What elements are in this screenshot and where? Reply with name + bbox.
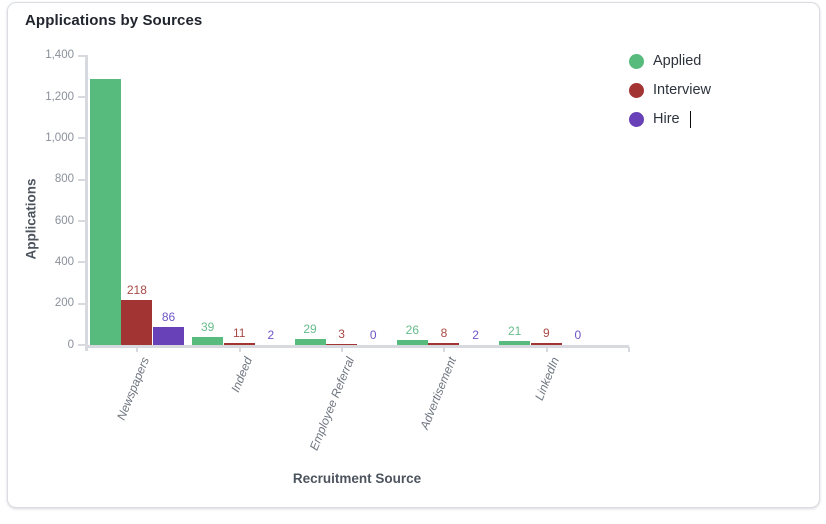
x-tick-label-indeed: Indeed (227, 355, 255, 395)
bar-applied-linkedin[interactable] (499, 340, 531, 345)
x-tick-label-linkedin: LinkedIn (531, 355, 562, 403)
chart-title: Applications by Sources (25, 12, 203, 29)
x-tick-label-advertisement: Advertisement (417, 355, 460, 432)
x-axis-line (85, 345, 629, 348)
legend-dot-hire (629, 111, 644, 127)
bar-value-label-applied-indeed: 39 (200, 319, 215, 334)
bar-value-label-interview-indeed: 11 (233, 325, 246, 340)
y-axis-tick (78, 344, 86, 346)
legend-item-hire[interactable]: Hire (629, 109, 692, 129)
legend-item-interview[interactable]: Interview (629, 80, 711, 100)
bar-value-label-interview-linkedin: 9 (542, 326, 550, 341)
bar-interview-advertisement[interactable] (428, 343, 460, 345)
bar-interview-linkedin[interactable] (530, 343, 562, 345)
bar-value-label-interview-advertisement: 8 (440, 326, 448, 341)
bar-applied-newspapers[interactable] (89, 78, 121, 345)
bar-interview-indeed[interactable] (223, 342, 255, 345)
bar-value-label-interview-employee-referral: 3 (338, 327, 345, 342)
x-axis-title: Recruitment Source (292, 471, 422, 486)
bar-value-label-applied-linkedin: 21 (508, 323, 522, 338)
x-tick-label-newspapers: Newspapers (114, 355, 153, 423)
bar-value-label-hire-advertisement: 2 (472, 328, 479, 342)
y-tick-label-0: 0 (67, 338, 74, 351)
x-axis-tick (443, 347, 446, 352)
y-tick-label-400: 400 (54, 255, 74, 268)
y-axis-tick (78, 96, 86, 99)
x-axis-tick-end (628, 347, 630, 352)
legend-dot-applied (629, 53, 644, 69)
legend-label-hire[interactable]: Hire (653, 111, 680, 127)
bar-hire-newspapers[interactable] (153, 327, 184, 345)
bar-applied-employee-referral[interactable] (294, 339, 326, 345)
bar-interview-newspapers[interactable] (121, 299, 153, 345)
bar-value-label-hire-linkedin: 0 (574, 328, 582, 342)
y-axis-tick (78, 302, 86, 305)
bar-value-label-applied-employee-referral: 29 (303, 322, 317, 336)
y-axis-tick (78, 220, 86, 223)
y-tick-label-1-000: 1,000 (45, 131, 74, 144)
bar-applied-advertisement[interactable] (396, 339, 428, 345)
bar-value-label-hire-newspapers: 86 (161, 310, 176, 325)
bar-applied-indeed[interactable] (192, 336, 224, 345)
y-axis-tick (78, 137, 86, 140)
y-axis-tick (78, 261, 86, 264)
bar-value-label-hire-indeed: 2 (267, 328, 275, 342)
y-tick-label-1-400: 1,400 (45, 49, 74, 62)
bar-value-label-applied-advertisement: 26 (405, 322, 420, 337)
y-tick-label-600: 600 (54, 214, 74, 227)
legend-label-interview[interactable]: Interview (653, 82, 712, 98)
x-axis-tick (545, 347, 548, 352)
bar-value-label-interview-newspapers: 218 (126, 282, 147, 297)
bar-value-label-hire-employee-referral: 0 (369, 328, 377, 342)
x-tick-label-employee-referral: Employee Referral (306, 355, 357, 453)
x-axis-tick (340, 347, 343, 352)
x-axis-tick (238, 347, 241, 352)
text-cursor-caret (689, 110, 692, 128)
x-axis-tick (136, 347, 139, 352)
bar-chart: Applications Recruitment Source 0 200 400 6… (8, 3, 819, 507)
bar-interview-employee-referral[interactable] (326, 344, 358, 345)
legend-item-applied[interactable]: Applied (629, 51, 701, 71)
y-tick-label-800: 800 (54, 173, 74, 186)
y-tick-label-200: 200 (54, 297, 74, 310)
y-tick-label-1-200: 1,200 (45, 90, 74, 103)
chart-card: Applications by Sources Applications Rec… (7, 2, 820, 508)
y-axis-line (85, 55, 88, 351)
y-axis-tick (78, 54, 86, 57)
legend-label-applied[interactable]: Applied (653, 53, 702, 69)
y-axis-tick (78, 178, 86, 181)
legend-dot-interview (629, 82, 644, 98)
